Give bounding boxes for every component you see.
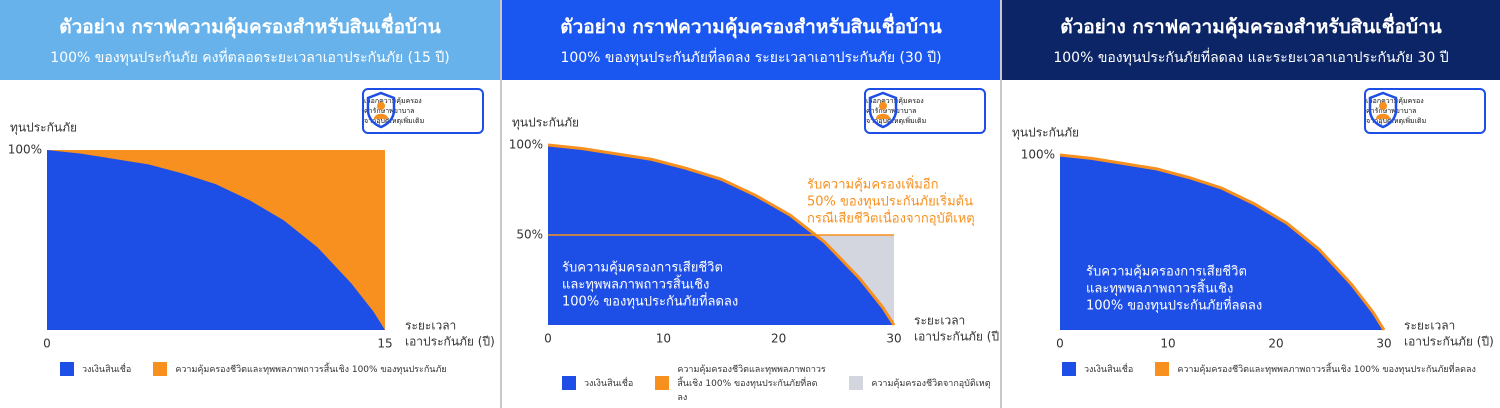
legend-item: ความคุ้มครองชีวิตจากอุบัติเหตุ (849, 376, 991, 390)
subtitle: 100% ของทุนประกันภัย คงที่ตลอดระยะเวลาเอ… (50, 50, 450, 66)
y-tick-label: 100% (1021, 148, 1055, 162)
legend-label: ความคุ้มครองชีวิตและทุพพลภาพถาวรสิ้นเชิง… (175, 365, 447, 375)
x-tick-label: 0 (1056, 337, 1064, 351)
legend: วงเงินสินเชื่อ ความคุ้มครองชีวิตและทุพพลภ… (562, 362, 991, 404)
badge-line: จากอุบัติเหตุเพิ่มเติม (364, 117, 425, 125)
subtitle: 100% ของทุนประกันภัยที่ลดลง และระยะเวลาเ… (1053, 50, 1449, 66)
person-head (377, 102, 385, 110)
y-tick-label: 100% (8, 143, 42, 157)
line (547, 143, 896, 326)
legend-item: วงเงินสินเชื่อ (562, 376, 633, 390)
annotation: รับความคุ้มครองการเสียชีวิต (562, 260, 723, 276)
x-axis-label: ระยะเวลา (1404, 319, 1455, 333)
person-body (1376, 113, 1390, 119)
legend-item: วงเงินสินเชื่อ (1062, 362, 1133, 376)
badge-line: จากอุบัติเหตุเพิ่มเติม (1366, 117, 1427, 125)
y-axis-label: ทุนประกันภัย (10, 121, 77, 136)
header: ตัวอย่าง กราฟความคุ้มครองสำหรับสินเชื่อบ… (0, 0, 500, 80)
shield-icon (1368, 91, 1398, 129)
legend-swatch (655, 376, 670, 390)
legend-swatch (562, 376, 576, 390)
person-body (374, 113, 388, 119)
annotation: 100% ของทุนประกันภัยที่ลดลง (562, 293, 738, 310)
legend-label: ความคุ้มครองชีวิตจากอุบัติเหตุ (871, 379, 991, 389)
person-body (876, 113, 890, 119)
title: ตัวอย่าง กราฟความคุ้มครองสำหรับสินเชื่อบ… (560, 16, 942, 38)
legend-item: ความคุ้มครองชีวิตและทุพพลภาพถาวรสิ้นเชิง… (1155, 362, 1476, 376)
legend-item: ความคุ้มครองชีวิตและทุพพลภาพถาวรสิ้นเชิง… (655, 362, 827, 404)
x-tick-label: 10 (656, 332, 671, 346)
chart: 100% 0 15 ทุนประกันภัยระยะเวลาเอาประกันภัย … (8, 121, 495, 351)
badge-line: ค่ารักษาพยาบาล (866, 107, 917, 115)
y-axis-label: ทุนประกันภัย (512, 116, 579, 131)
shield (1368, 91, 1398, 129)
title: ตัวอย่าง กราฟความคุ้มครองสำหรับสินเชื่อบ… (59, 16, 441, 38)
header: ตัวอย่าง กราฟความคุ้มครองสำหรับสินเชื่อบ… (502, 0, 1000, 80)
legend: วงเงินสินเชื่อ ความคุ้มครองชีวิตและทุพพลภ… (1062, 362, 1476, 376)
badge-line: ค่ารักษาพยาบาล (1366, 107, 1417, 115)
x-tick-label: 10 (1160, 337, 1175, 351)
annotation: รับความคุ้มครองการเสียชีวิต (1086, 264, 1247, 280)
legend-swatch (1155, 362, 1170, 376)
shield-icon (366, 91, 396, 129)
panel: ตัวอย่าง กราฟความคุ้มครองสำหรับสินเชื่อบ… (0, 0, 500, 408)
area (47, 150, 385, 330)
annotation: และทุพพลภาพถาวรสิ้นเชิง (1086, 279, 1233, 297)
annotation: กรณีเสียชีวิตเนื่องจากอุบัติเหตุ (807, 210, 975, 227)
legend-swatch (60, 362, 74, 376)
x-tick-label: 0 (43, 337, 51, 351)
panel: ตัวอย่าง กราฟความคุ้มครองสำหรับสินเชื่อบ… (500, 0, 1000, 408)
title: ตัวอย่าง กราฟความคุ้มครองสำหรับสินเชื่อบ… (1060, 16, 1442, 38)
legend-label: ความคุ้มครองชีวิตและทุพพลภาพถาวรสิ้นเชิง… (1177, 365, 1476, 375)
subtitle: 100% ของทุนประกันภัยที่ลดลง ระยะเวลาเอาป… (560, 50, 942, 66)
area (1060, 155, 1384, 330)
legend-swatch (849, 376, 864, 390)
legend-item: ความคุ้มครองชีวิตและทุพพลภาพถาวรสิ้นเชิง… (153, 362, 447, 376)
annotation: รับความคุ้มครองเพิ่มอีก (807, 176, 938, 193)
x-tick-label: 30 (1376, 337, 1391, 351)
x-tick-label: 20 (771, 332, 786, 346)
line (1059, 153, 1386, 331)
badge: เลือกความคุ้มครอง ค่ารักษาพยาบาล จากอุบัติ… (362, 88, 484, 134)
chart: 100% 0 10 20 30 ทุนประกันภัยระยะเวลาเอาประกัน… (1012, 126, 1494, 351)
y-axis-label: ทุนประกันภัย (1012, 126, 1079, 141)
legend-label: วงเงินสินเชื่อ (82, 365, 132, 375)
y-tick-label: 50% (516, 228, 543, 242)
x-axis-label: ระยะเวลา (405, 319, 456, 333)
legend-label: ความคุ้มครองชีวิตและทุพพลภาพถาวรสิ้นเชิง… (677, 365, 826, 403)
badge-line: จากอุบัติเหตุเพิ่มเติม (866, 117, 927, 125)
badge-line: ค่ารักษาพยาบาล (364, 107, 415, 115)
annotation: 50% ของทุนประกันภัยเริ่มต้น (807, 193, 973, 210)
y-tick-label: 100% (509, 138, 543, 152)
legend-swatch (153, 362, 168, 376)
panel: ตัวอย่าง กราฟความคุ้มครองสำหรับสินเชื่อบ… (1000, 0, 1500, 408)
legend-swatch (1062, 362, 1076, 376)
x-tick-label: 20 (1268, 337, 1283, 351)
person-head (879, 102, 887, 110)
legend-label: วงเงินสินเชื่อ (584, 379, 634, 389)
annotation: และทุพพลภาพถาวรสิ้นเชิง (562, 275, 709, 293)
x-axis-label: เอาประกันภัย (ปี) (914, 330, 1000, 344)
x-axis-label: ระยะเวลา (914, 314, 965, 328)
x-tick-label: 0 (544, 332, 552, 346)
legend-item: วงเงินสินเชื่อ (60, 362, 131, 376)
x-tick-label: 15 (377, 337, 392, 351)
shield-icon (868, 91, 898, 129)
legend: วงเงินสินเชื่อ ความคุ้มครองชีวิตและทุพพลภ… (60, 362, 447, 376)
badge: เลือกความคุ้มครอง ค่ารักษาพยาบาล จากอุบัติ… (1364, 88, 1486, 134)
person-head (1379, 102, 1387, 110)
shield (868, 91, 898, 129)
badge: เลือกความคุ้มครอง ค่ารักษาพยาบาล จากอุบัติ… (864, 88, 986, 134)
x-axis-label: เอาประกันภัย (ปี) (1404, 335, 1494, 349)
x-tick-label: 30 (886, 332, 901, 346)
x-axis-label: เอาประกันภัย (ปี) (405, 335, 495, 349)
legend-label: วงเงินสินเชื่อ (1084, 365, 1134, 375)
header: ตัวอย่าง กราฟความคุ้มครองสำหรับสินเชื่อบ… (1002, 0, 1500, 80)
annotation: 100% ของทุนประกันภัยที่ลดลง (1086, 297, 1262, 314)
chart: 50% 100% 0 10 20 30 ทุนประกันภัยระยะเวลาเอาประ… (509, 116, 1000, 346)
shield (366, 91, 396, 129)
